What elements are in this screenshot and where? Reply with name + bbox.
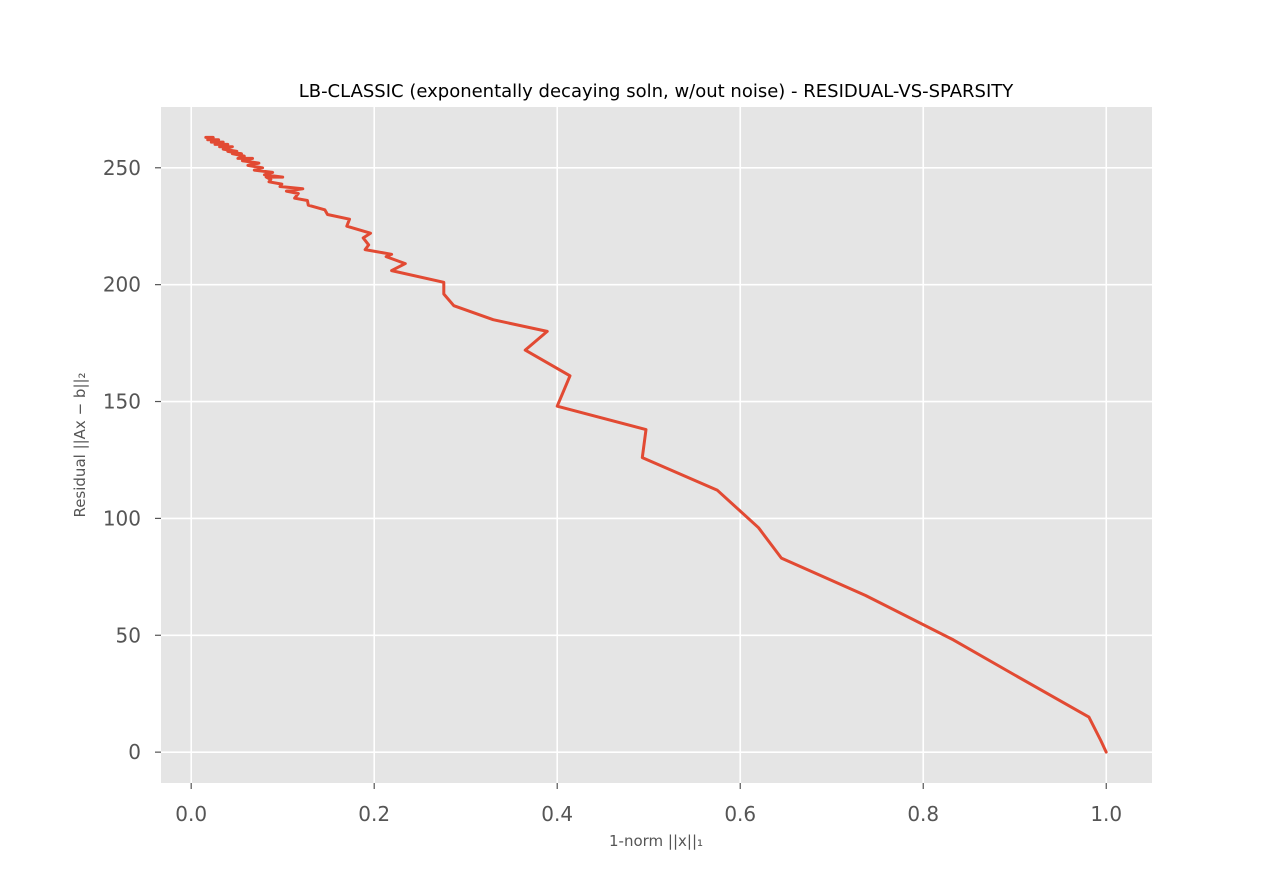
y-axis-ticks: 0 50 100 150 200 250: [103, 156, 161, 764]
x-tick-label: 0.6: [724, 802, 756, 826]
x-axis-ticks: 0.0 0.2 0.4 0.6 0.8 1.0: [175, 783, 1122, 826]
x-tick-label: 0.2: [358, 802, 390, 826]
y-tick-label: 50: [116, 623, 141, 647]
y-tick-label: 250: [103, 156, 141, 180]
x-tick-label: 0.8: [907, 802, 939, 826]
y-tick-label: 0: [128, 740, 141, 764]
chart-title: LB-CLASSIC (exponentally decaying soln, …: [299, 81, 1015, 102]
x-tick-label: 1.0: [1090, 802, 1122, 826]
x-tick-label: 0.4: [541, 802, 573, 826]
x-tick-label: 0.0: [175, 802, 207, 826]
series-line: [204, 135, 1108, 754]
grid-lines: [161, 107, 1152, 783]
plot-area: [161, 107, 1152, 783]
y-tick-label: 200: [103, 273, 141, 297]
y-axis-label: Residual ||Ax − b||₂: [71, 372, 89, 517]
y-tick-label: 150: [103, 390, 141, 414]
y-tick-label: 100: [103, 506, 141, 530]
series-layer: [204, 135, 1108, 754]
x-axis-label: 1-norm ||x||₁: [609, 832, 703, 850]
